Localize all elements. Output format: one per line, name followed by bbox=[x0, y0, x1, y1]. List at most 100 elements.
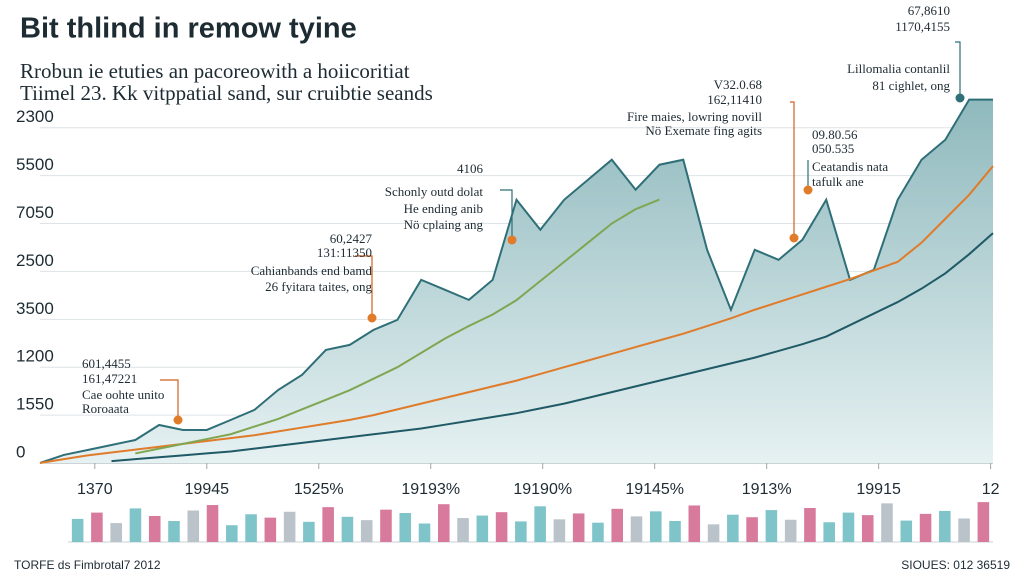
line bbox=[111, 232, 994, 463]
volume-bar bbox=[572, 513, 585, 542]
volume-bar bbox=[611, 508, 623, 542]
volume-bar bbox=[592, 522, 604, 542]
x-tick-label: 19190% bbox=[513, 481, 572, 498]
annotation-text: 60,2427 bbox=[330, 231, 373, 246]
subtitle: Rrobun ie etuties an pacoreowith a hoiic… bbox=[20, 59, 410, 83]
annotation-text: 131:11350 bbox=[317, 245, 372, 260]
volume-bar bbox=[418, 523, 431, 542]
annotation-text: 1170,4155 bbox=[895, 19, 950, 34]
x-tick-label: 19915 bbox=[856, 481, 901, 498]
volume-bar bbox=[977, 502, 990, 542]
subtitle: Tiimel 23. Kk vitppatial sand, sur cruib… bbox=[20, 81, 433, 105]
annotation-text: Fire maies, lowring novill bbox=[627, 109, 762, 124]
annotation-text: Roroaata bbox=[82, 401, 129, 416]
annotation-dot bbox=[507, 235, 517, 245]
volume-bar bbox=[91, 512, 103, 542]
annotation-text: Cae oohte unito bbox=[82, 387, 164, 402]
annotation-text: 09.80.56 bbox=[812, 127, 858, 142]
annotation-dot bbox=[789, 233, 799, 243]
volume-bar bbox=[264, 517, 277, 542]
x-tick-label: 1370 bbox=[77, 481, 113, 498]
annotation-text: 4106 bbox=[457, 161, 484, 176]
volume-bar bbox=[804, 507, 816, 542]
volume-bar bbox=[553, 519, 566, 542]
y-tick-label: 7050 bbox=[16, 203, 54, 222]
volume-bar bbox=[187, 510, 200, 542]
volume-bar bbox=[842, 512, 855, 542]
x-tick-label: 1913% bbox=[742, 481, 792, 498]
area bbox=[40, 99, 993, 463]
volume-bar bbox=[341, 516, 354, 542]
volume-bar bbox=[322, 507, 334, 542]
line bbox=[135, 198, 660, 455]
volume-bar bbox=[148, 515, 161, 542]
annotation-text: 601,4455 bbox=[82, 356, 131, 371]
x-tick-label: 19945 bbox=[185, 481, 230, 498]
x-tick-label: 12 bbox=[982, 481, 1000, 498]
annotation-text: 81 cighlet, ong bbox=[872, 78, 950, 93]
annotation-leader bbox=[355, 255, 373, 318]
x-tick-label: 19193% bbox=[401, 481, 460, 498]
annotation-text: 050.535 bbox=[812, 141, 854, 156]
y-tick-label: 5500 bbox=[16, 155, 54, 174]
annotation-dot bbox=[955, 93, 965, 103]
volume-bar bbox=[823, 522, 835, 542]
annotation-text: Ceatandis nata bbox=[812, 159, 888, 174]
volume-bar bbox=[669, 521, 681, 542]
y-tick-label: 2500 bbox=[16, 251, 54, 270]
volume-bar bbox=[515, 521, 527, 542]
volume-bar bbox=[630, 516, 643, 542]
y-tick-label: 1200 bbox=[16, 347, 54, 366]
volume-bar bbox=[495, 512, 508, 542]
volume-bar bbox=[283, 511, 296, 542]
volume-bar bbox=[226, 525, 238, 542]
annotation-leader bbox=[500, 189, 513, 240]
volume-bar bbox=[900, 520, 913, 542]
annotation-text: Cahianbands end bamd bbox=[251, 263, 373, 278]
footer: TORFE ds Fimbrotal7 2012 bbox=[14, 558, 161, 572]
annotation-leader bbox=[790, 101, 795, 238]
volume-bar bbox=[380, 509, 392, 542]
annotation-text: Nö cplaing ang bbox=[404, 217, 484, 232]
volume-bar bbox=[457, 518, 469, 542]
annotation-dot bbox=[803, 185, 813, 195]
volume-bar bbox=[303, 521, 315, 542]
volume-bar bbox=[939, 510, 951, 542]
x-tick-label: 1525% bbox=[294, 481, 344, 498]
volume-bar bbox=[399, 513, 412, 542]
volume-bar bbox=[784, 519, 797, 542]
annotation-dot bbox=[173, 415, 183, 425]
y-tick-label: 1550 bbox=[16, 395, 54, 414]
volume-bar bbox=[438, 504, 450, 542]
annotation-text: 161,47221 bbox=[82, 371, 137, 386]
volume-bar bbox=[861, 515, 874, 542]
volume-bar bbox=[688, 505, 701, 542]
volume-bar bbox=[129, 508, 142, 542]
volume-bar bbox=[746, 517, 758, 542]
volume-bar bbox=[881, 503, 893, 542]
volume-bar bbox=[707, 524, 720, 542]
volume-bar bbox=[958, 518, 970, 542]
volume-bar bbox=[110, 523, 122, 542]
annotation-text: 162,11410 bbox=[707, 92, 762, 107]
y-tick-label: 2300 bbox=[16, 107, 54, 126]
line bbox=[39, 165, 994, 464]
x-tick-label: 19145% bbox=[625, 481, 684, 498]
annotation-text: Nö Exemate fing agits bbox=[645, 123, 762, 138]
annotation-text: Schonly outd dolat bbox=[385, 184, 484, 199]
volume-bar bbox=[534, 506, 546, 542]
volume-bar bbox=[206, 505, 219, 542]
chart-title: Bit thlind in remow tyine bbox=[20, 13, 357, 45]
y-tick-label: 0 bbox=[16, 442, 25, 461]
annotation-text: 26 fyitara taites, ong bbox=[265, 279, 372, 294]
annotation-text: V32.0.68 bbox=[714, 77, 762, 92]
annotation-dot bbox=[367, 313, 377, 323]
volume-bar bbox=[649, 511, 662, 542]
volume-bar bbox=[168, 521, 180, 542]
volume-bar bbox=[245, 514, 257, 542]
annotation-text: 67,8610 bbox=[908, 3, 950, 18]
volume-bar bbox=[919, 513, 932, 542]
annotation-text: tafulk ane bbox=[812, 174, 864, 189]
footer: SIOUES: 012 36519 bbox=[901, 558, 1010, 572]
annotation-text: Lillomalia contanlil bbox=[847, 61, 950, 76]
